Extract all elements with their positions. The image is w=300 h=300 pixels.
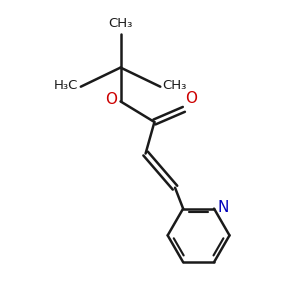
Text: H₃C: H₃C [54,79,78,92]
Text: O: O [105,92,117,107]
Text: CH₃: CH₃ [108,17,133,30]
Text: N: N [218,200,229,214]
Text: O: O [185,91,197,106]
Text: CH₃: CH₃ [163,79,187,92]
